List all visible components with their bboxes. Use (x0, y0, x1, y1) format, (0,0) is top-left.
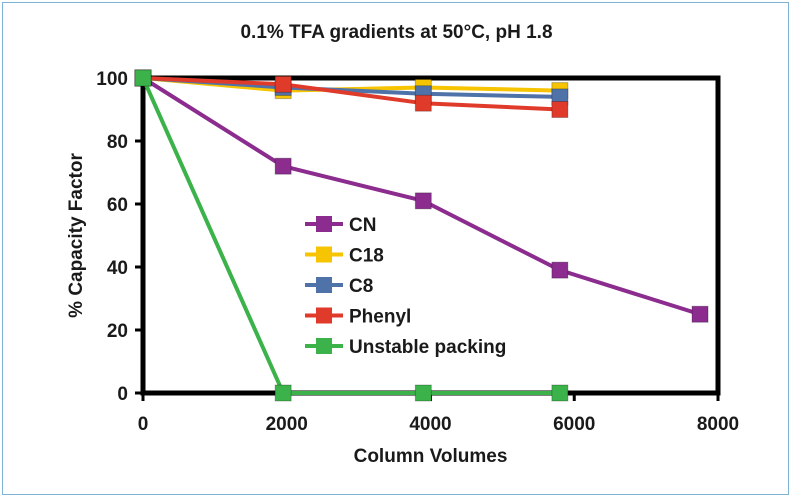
x-tick-label: 6000 (553, 414, 595, 435)
legend-marker (316, 307, 332, 324)
legend-marker (316, 338, 332, 354)
x-axis-ticks: 0 2000 4000 6000 8000 (138, 393, 739, 435)
y-axis-ticks: 0 20 40 60 80 100 (96, 69, 143, 405)
y-tick-label: 80 (107, 132, 128, 153)
data-point-unstable-packing (274, 384, 292, 402)
y-axis-label: % Capacity Factor (66, 153, 87, 318)
x-tick-label: 2000 (266, 414, 308, 435)
series-unstable-packing (134, 69, 569, 402)
data-point-unstable-packing (414, 384, 432, 402)
legend-marker (316, 216, 332, 232)
legend-label: Unstable packing (349, 337, 506, 358)
legend-marker (316, 277, 332, 293)
chart-title: 0.1% TFA gradients at 50°C, pH 1.8 (240, 22, 553, 43)
legend-label: C8 (349, 276, 373, 297)
data-point-unstable-packing (134, 69, 152, 87)
data-point-phenyl (551, 101, 569, 118)
legend-label: CN (349, 215, 376, 236)
y-tick-label: 60 (107, 195, 128, 216)
y-tick-label: 0 (117, 384, 128, 405)
series-layer (134, 69, 709, 402)
data-point-cn (551, 261, 569, 279)
data-point-phenyl (274, 75, 292, 93)
legend-item-cn: CN (305, 215, 376, 236)
y-tick-label: 40 (107, 258, 128, 279)
x-tick-label: 4000 (409, 414, 451, 435)
legend: CN C18 C8 Phenyl Unstable packing (305, 215, 506, 358)
x-axis-label: Column Volumes (354, 446, 508, 467)
data-point-unstable-packing (551, 384, 569, 402)
y-tick-label: 100 (96, 69, 128, 90)
legend-label: Phenyl (349, 307, 411, 328)
y-tick-label: 20 (107, 321, 128, 342)
legend-marker (316, 246, 332, 263)
x-tick-label: 8000 (697, 414, 739, 435)
legend-label: C18 (349, 246, 384, 267)
data-point-cn (274, 157, 292, 175)
data-point-cn (691, 305, 709, 323)
legend-item-unstable-packing: Unstable packing (305, 337, 506, 358)
x-tick-label: 0 (138, 414, 149, 435)
legend-item-c8: C8 (305, 276, 373, 297)
legend-item-c18: C18 (305, 246, 384, 267)
series-line-unstable-packing (141, 77, 560, 395)
data-point-phenyl (414, 94, 432, 112)
legend-item-phenyl: Phenyl (305, 307, 411, 328)
series-line-phenyl (142, 76, 560, 112)
data-point-cn (414, 192, 432, 210)
